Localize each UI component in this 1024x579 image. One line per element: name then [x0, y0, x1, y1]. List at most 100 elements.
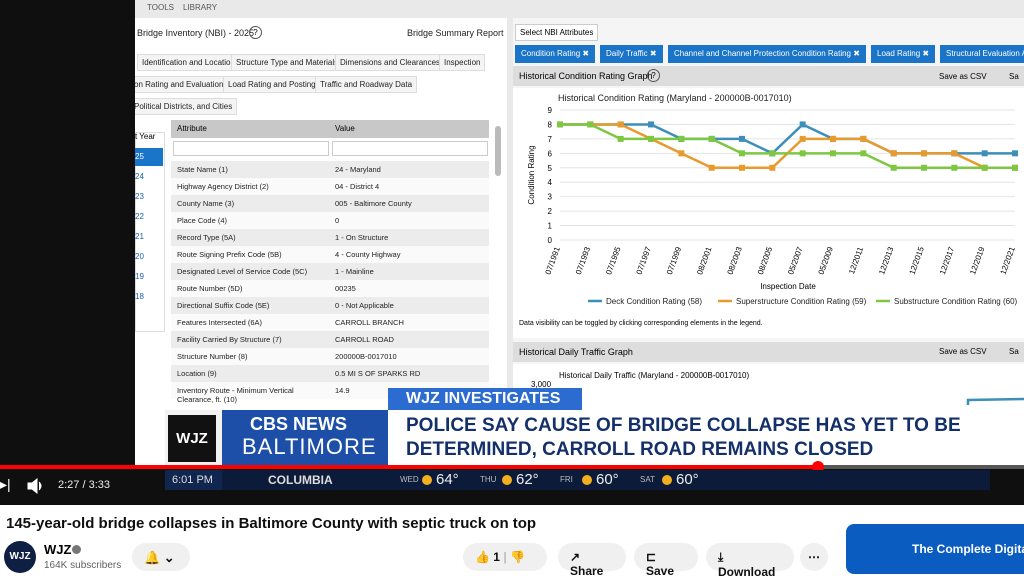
year-item[interactable]: 19: [135, 272, 144, 281]
data-point: [587, 121, 594, 128]
y-tick-label: 6: [548, 149, 553, 158]
attribute-chip[interactable]: Load Rating ✖: [871, 45, 936, 63]
chip-label: Daily Traffic: [606, 49, 648, 58]
table-cell: 04 - District 4: [335, 182, 380, 191]
scrollbar[interactable]: [495, 126, 501, 176]
chart-title: Historical Condition Rating (Maryland - …: [558, 93, 792, 103]
year-item[interactable]: 21: [135, 232, 144, 241]
year-item[interactable]: 23: [135, 192, 144, 201]
filter-input[interactable]: [173, 141, 329, 156]
data-point: [981, 150, 988, 157]
x-tick-label: 07/1993: [574, 245, 593, 276]
table-row: [171, 297, 489, 314]
next-button[interactable]: ▸|: [0, 476, 11, 492]
y-tick-label: 3: [548, 193, 553, 202]
data-point: [739, 135, 745, 142]
video-player[interactable]: TOOLS LIBRARY Bridge Inventory (NBI) - 2…: [0, 0, 1024, 505]
notify-button[interactable]: 🔔 ⌄: [132, 543, 190, 571]
data-point: [830, 135, 836, 142]
save-csv[interactable]: Sa: [1009, 72, 1019, 81]
data-point: [708, 135, 715, 142]
tab[interactable]: Load Rating and Posting: [223, 76, 321, 93]
year-item[interactable]: 25: [135, 148, 163, 166]
y-tick-label: 7: [548, 135, 553, 144]
help-icon[interactable]: ?: [249, 26, 262, 39]
table-cell: Route Signing Prefix Code (5B): [177, 250, 282, 259]
table-cell: 1 - On Structure: [335, 233, 389, 242]
year-item[interactable]: 24: [135, 172, 144, 181]
column-header: Value: [335, 124, 355, 133]
share-button[interactable]: ↗ Share: [558, 543, 626, 578]
table-row: [171, 280, 489, 297]
tab[interactable]: Identification and Location: [137, 54, 240, 71]
data-point: [648, 121, 654, 128]
progress-bar: [0, 465, 818, 469]
chart-area: [513, 88, 1024, 338]
clock: 6:01 PM: [172, 474, 213, 486]
table-cell: 00235: [335, 284, 356, 293]
table-cell: Inventory Route - Minimum Vertical Clear…: [177, 386, 294, 404]
network-box: [222, 410, 388, 465]
help-icon[interactable]: ?: [647, 69, 660, 82]
tab[interactable]: Inspection: [439, 54, 486, 71]
y-tick-label: 5: [548, 164, 553, 173]
series-line: [560, 123, 1015, 170]
data-point: [739, 164, 745, 171]
year-header: t Year: [135, 132, 156, 141]
condition-chart: Historical Condition Rating (Maryland - …: [527, 93, 1024, 405]
year-item[interactable]: 20: [135, 252, 144, 261]
clock-box: [165, 470, 222, 490]
weather-temp: 64°: [436, 471, 459, 488]
select-attributes[interactable]: Select NBI Attributes: [515, 24, 599, 41]
traffic-line: [966, 397, 1024, 405]
data-point: [799, 135, 806, 142]
report-button[interactable]: Bridge Summary Report: [407, 28, 504, 38]
table-row: [171, 161, 489, 178]
data-point: [860, 150, 867, 157]
data-point: [678, 135, 685, 142]
weather-icon: [422, 475, 432, 485]
tab[interactable]: Traffic and Roadway Data: [315, 76, 418, 93]
table-cell: Structure Number (8): [177, 352, 248, 361]
attribute-chip[interactable]: Channel and Channel Protection Condition…: [668, 45, 866, 63]
more-button[interactable]: ⋯: [800, 543, 828, 571]
channel-name[interactable]: WJZ: [44, 542, 72, 557]
x-tick-label: 08/2001: [695, 245, 714, 276]
attribute-chip[interactable]: Structural Evaluation Appr: [940, 45, 1024, 63]
table-cell: 24 - Maryland: [335, 165, 381, 174]
nav-item[interactable]: TOOLS: [147, 3, 174, 12]
attribute-chip[interactable]: Daily Traffic ✖: [600, 45, 663, 63]
save-csv[interactable]: Sa: [1009, 347, 1019, 356]
filter-input[interactable]: [332, 141, 488, 156]
table-cell: County Name (3): [177, 199, 235, 208]
x-tick-label: 07/1991: [544, 245, 563, 276]
volume-button[interactable]: [26, 478, 44, 494]
legend-label: Deck Condition Rating (58): [606, 297, 702, 306]
weather-day: WED: [400, 475, 419, 484]
channel-avatar[interactable]: WJZ: [4, 541, 36, 573]
y-axis-label: Condition Rating: [527, 145, 536, 204]
data-point: [799, 121, 806, 128]
like-button[interactable]: 👍 1 | 👎: [463, 543, 547, 571]
graph-header: [513, 66, 1024, 86]
tab[interactable]: Political Districts, and Cities: [135, 98, 238, 115]
chip-label: Structural Evaluation Appr: [946, 49, 1024, 58]
table-cell: 005 - Baltimore County: [335, 199, 412, 208]
download-button[interactable]: ⤓ Download: [706, 543, 794, 579]
data-point: [769, 150, 776, 157]
save-csv[interactable]: Save as CSV: [939, 72, 987, 81]
promo-banner[interactable]: The Complete Digita: [846, 524, 1024, 574]
subscriber-count: 164K subscribers: [44, 560, 122, 571]
weather: WED 64° THU 62° FRI 60° SAT 60°: [400, 470, 730, 490]
save-csv[interactable]: Save as CSV: [939, 347, 987, 356]
save-button[interactable]: ⊏ Save: [634, 543, 698, 578]
attribute-chip[interactable]: Condition Rating ✖: [515, 45, 596, 63]
year-item[interactable]: 18: [135, 292, 144, 301]
data-point: [890, 150, 897, 157]
tab[interactable]: Dimensions and Clearances: [335, 54, 446, 71]
year-item[interactable]: 22: [135, 212, 144, 221]
nav-item[interactable]: LIBRARY: [183, 3, 218, 12]
ticker-location: COLUMBIA: [268, 473, 333, 487]
weather-temp: 60°: [596, 471, 619, 488]
